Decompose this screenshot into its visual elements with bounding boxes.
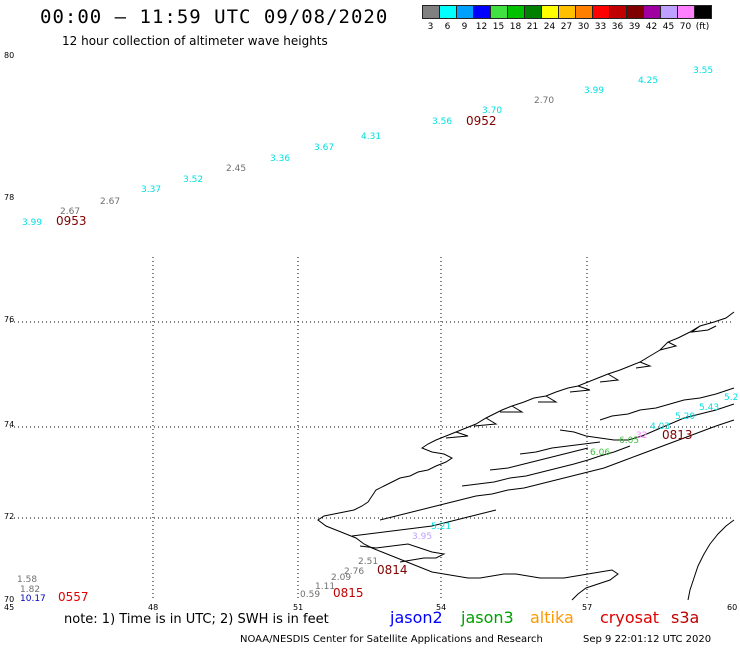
legend-label: 45 [662,22,675,32]
coastline-north [317,311,735,601]
legend-label: 39 [628,22,641,32]
ytick-70: 70 [4,595,14,604]
wave-height-label: 3.99 [22,218,42,228]
ytick-76: 76 [4,315,14,324]
wave-height-label: 1.58 [17,575,37,585]
legend-label: 9 [461,22,468,32]
legend-label: 21 [526,22,539,32]
pass-time-label: 0815 [333,586,364,600]
wave-height-label: 3.36 [270,154,290,164]
wave-height-label: 2.51 [358,557,378,567]
legend-labels: 3 6 9 12 15 18 21 24 27 30 33 36 39 42 45 70 (ft) [422,22,711,32]
wave-height-label: 3.55 [693,66,713,76]
xtick-48: 48 [148,603,158,612]
wave-height-label: 2.09 [331,573,351,583]
legend-label: 18 [509,22,522,32]
grid-lines [10,257,734,600]
legend-label: 30 [577,22,590,32]
coastline-east [687,519,735,601]
wave-height-label: 5.43 [699,403,719,413]
wave-height-label: 10.17 [20,594,46,604]
coastline-fjords [351,325,735,563]
legend-label: 33 [594,22,607,32]
units-note: note: 1) Time is in UTC; 2) SWH is in fe… [64,612,329,627]
satellite-jason3: jason3 [461,608,514,627]
legend-label: 24 [543,22,556,32]
wave-height-label: 4.31 [361,132,381,142]
pass-time-label: 0953 [56,214,87,228]
legend-label: 12 [475,22,488,32]
pass-time-label: 0557 [58,590,89,604]
legend-swatches [422,5,712,19]
ytick-80: 80 [4,51,14,60]
legend-label: 6 [444,22,451,32]
wave-height-label: 3.99 [584,86,604,96]
wave-height-label: 4.25 [638,76,658,86]
satellite-jason2: jason2 [390,608,443,627]
wave-height-label: 5.21 [431,522,451,532]
wave-height-label: 6.06 [590,448,610,458]
map-subtitle: 12 hour collection of altimeter wave hei… [62,34,328,48]
xtick-45: 45 [4,603,14,612]
map-title: 00:00 – 11:59 UTC 09/08/2020 [40,6,389,28]
wave-height-label: 1.11 [315,582,335,592]
footer-credit: NOAA/NESDIS Center for Satellite Applica… [240,634,543,645]
wave-height-label: 3.70 [482,106,502,116]
satellite-s3a: s3a [671,608,700,627]
satellite-altika: altika [530,608,574,627]
wave-height-label: 3.67 [314,143,334,153]
wave-height-label: 0.59 [300,590,320,600]
wave-height-label: 6.05 [619,436,639,446]
wave-height-label: 2.67 [100,197,120,207]
wave-height-label: 2.67 [60,207,80,217]
footer-timestamp: Sep 9 22:01:12 UTC 2020 [583,634,712,645]
ytick-78: 78 [4,193,14,202]
wave-height-label: 3.37 [141,185,161,195]
wave-height-label: 3.95 [412,532,432,542]
xtick-54: 54 [436,603,446,612]
legend-label: 15 [492,22,505,32]
pass-time-label: 0952 [466,114,497,128]
wave-height-label: 2.45 [226,164,246,174]
ytick-72: 72 [4,512,14,521]
wave-height-label: 5.2 [724,393,738,403]
wave-height-label: 2.76 [344,567,364,577]
legend-label: 42 [645,22,658,32]
xtick-60: 60 [727,603,737,612]
color-legend: 3 6 9 12 15 18 21 24 27 30 33 36 39 42 45 70 (ft) [422,5,712,32]
legend-label: (ft) [695,22,710,32]
wave-height-label: 1.82 [20,585,40,595]
xtick-51: 51 [293,603,303,612]
axis-labels: 80 78 76 74 72 70 45 48 51 54 57 60 [4,51,737,612]
legend-swatch [694,5,712,19]
wave-height-label: 4.03 [650,422,670,432]
satellite-cryosat: cryosat [600,608,660,627]
xtick-57: 57 [582,603,592,612]
legend-label: 3 [427,22,434,32]
wave-height-label: 3.56 [432,117,452,127]
wave-height-label: 5.20 [675,412,695,422]
wave-height-label: 3.52 [183,175,203,185]
coastline [317,311,735,601]
wave-height-label: 32 [636,431,647,441]
ytick-74: 74 [4,420,14,429]
legend-label: 27 [560,22,573,32]
legend-label: 36 [611,22,624,32]
pass-time-label: 0814 [377,563,408,577]
pass-time-label: 0813 [662,428,693,442]
track-labels: 3.992.6709532.673.373.522.453.363.674.31… [17,66,738,604]
wave-height-label: 2.70 [534,96,554,106]
legend-label: 70 [679,22,692,32]
